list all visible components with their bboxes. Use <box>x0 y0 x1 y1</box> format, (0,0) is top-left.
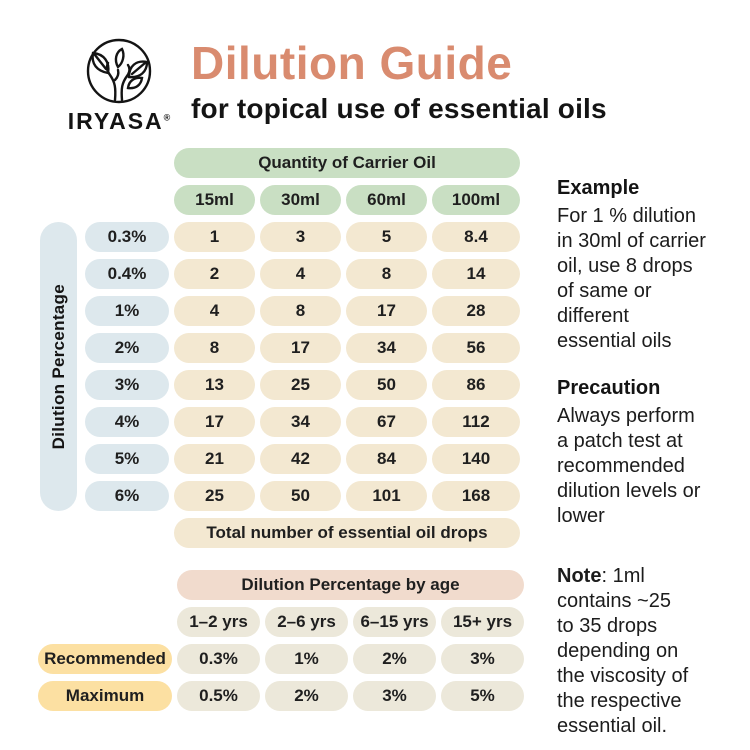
dilution-row-label: 1% <box>85 296 169 326</box>
drops-cell: 13 <box>174 370 255 400</box>
age-percent-cell: 1% <box>265 644 348 674</box>
example-heading: Example <box>557 177 640 199</box>
drops-cell: 86 <box>432 370 520 400</box>
age-row-label: Maximum <box>38 681 172 711</box>
carrier-column-header: 30ml <box>260 185 341 215</box>
drops-cell: 14 <box>432 259 520 289</box>
carrier-table-title: Quantity of Carrier Oil <box>174 148 520 178</box>
dilution-row-label: 2% <box>85 333 169 363</box>
drops-cell: 25 <box>260 370 341 400</box>
age-column-header: 1–2 yrs <box>177 607 260 637</box>
drops-cell: 2 <box>174 259 255 289</box>
drops-cell: 17 <box>260 333 341 363</box>
brand-block: IRYASA® <box>58 36 180 135</box>
drops-cell: 5 <box>346 222 427 252</box>
drops-cell: 67 <box>346 407 427 437</box>
dilution-percentage-axis-label: Dilution Percentage <box>48 283 68 450</box>
age-percent-cell: 0.3% <box>177 644 260 674</box>
drops-cell: 3 <box>260 222 341 252</box>
tree-in-circle-logo-icon <box>86 38 152 104</box>
age-column-header: 15+ yrs <box>441 607 524 637</box>
drops-cell: 8 <box>346 259 427 289</box>
note-section: Note: 1ml contains ~25 to 35 drops depen… <box>557 564 745 739</box>
age-column-header: 6–15 yrs <box>353 607 436 637</box>
drops-cell: 25 <box>174 481 255 511</box>
dilution-row-label: 5% <box>85 444 169 474</box>
drops-cell: 34 <box>346 333 427 363</box>
drops-cell: 50 <box>346 370 427 400</box>
registered-mark: ® <box>163 112 171 123</box>
age-column-header: 2–6 yrs <box>265 607 348 637</box>
drops-cell: 168 <box>432 481 520 511</box>
page-title: Dilution Guide <box>191 37 513 89</box>
brand-name: IRYASA® <box>67 108 171 134</box>
drops-cell: 34 <box>260 407 341 437</box>
age-table-title: Dilution Percentage by age <box>177 570 524 600</box>
drops-cell: 8.4 <box>432 222 520 252</box>
dilution-row-label: 4% <box>85 407 169 437</box>
drops-cell: 4 <box>260 259 341 289</box>
dilution-row-label: 0.3% <box>85 222 169 252</box>
dilution-row-label: 0.4% <box>85 259 169 289</box>
drops-cell: 42 <box>260 444 341 474</box>
page-subtitle: for topical use of essential oils <box>191 92 607 124</box>
carrier-column-header: 60ml <box>346 185 427 215</box>
carrier-column-header: 15ml <box>174 185 255 215</box>
drops-cell: 84 <box>346 444 427 474</box>
precaution-body: Always perform a patch test at recommend… <box>557 405 701 527</box>
age-percent-cell: 2% <box>265 681 348 711</box>
dilution-row-label: 3% <box>85 370 169 400</box>
example-section: Example For 1 % dilution in 30ml of carr… <box>557 176 745 354</box>
age-percent-cell: 5% <box>441 681 524 711</box>
carrier-oil-table: Quantity of Carrier Oil Total number of … <box>85 148 520 548</box>
drops-cell: 8 <box>260 296 341 326</box>
drops-cell: 112 <box>432 407 520 437</box>
age-dilution-table: Dilution Percentage by age 1–2 yrs 2–6 yr… <box>38 570 524 711</box>
example-body: For 1 % dilution in 30ml of carrier oil,… <box>557 205 706 352</box>
age-percent-cell: 0.5% <box>177 681 260 711</box>
drops-cell: 140 <box>432 444 520 474</box>
carrier-table-footer: Total number of essential oil drops <box>174 518 520 548</box>
drops-cell: 101 <box>346 481 427 511</box>
drops-cell: 17 <box>174 407 255 437</box>
notes-column: Example For 1 % dilution in 30ml of carr… <box>557 176 745 739</box>
precaution-heading: Precaution <box>557 377 661 399</box>
drops-cell: 17 <box>346 296 427 326</box>
carrier-column-header: 100ml <box>432 185 520 215</box>
dilution-percentage-axis-band: Dilution Percentage <box>40 222 77 511</box>
drops-cell: 56 <box>432 333 520 363</box>
drops-cell: 21 <box>174 444 255 474</box>
dilution-row-label: 6% <box>85 481 169 511</box>
drops-cell: 4 <box>174 296 255 326</box>
note-body: Note: 1ml contains ~25 to 35 drops depen… <box>557 565 689 737</box>
precaution-section: Precaution Always perform a patch test a… <box>557 376 745 529</box>
drops-cell: 50 <box>260 481 341 511</box>
age-row-label: Recommended <box>38 644 172 674</box>
age-percent-cell: 2% <box>353 644 436 674</box>
title-block: Dilution Guide for topical use of essent… <box>191 38 607 125</box>
age-percent-cell: 3% <box>441 644 524 674</box>
drops-cell: 1 <box>174 222 255 252</box>
drops-cell: 8 <box>174 333 255 363</box>
age-percent-cell: 3% <box>353 681 436 711</box>
drops-cell: 28 <box>432 296 520 326</box>
note-heading: Note <box>557 565 602 587</box>
